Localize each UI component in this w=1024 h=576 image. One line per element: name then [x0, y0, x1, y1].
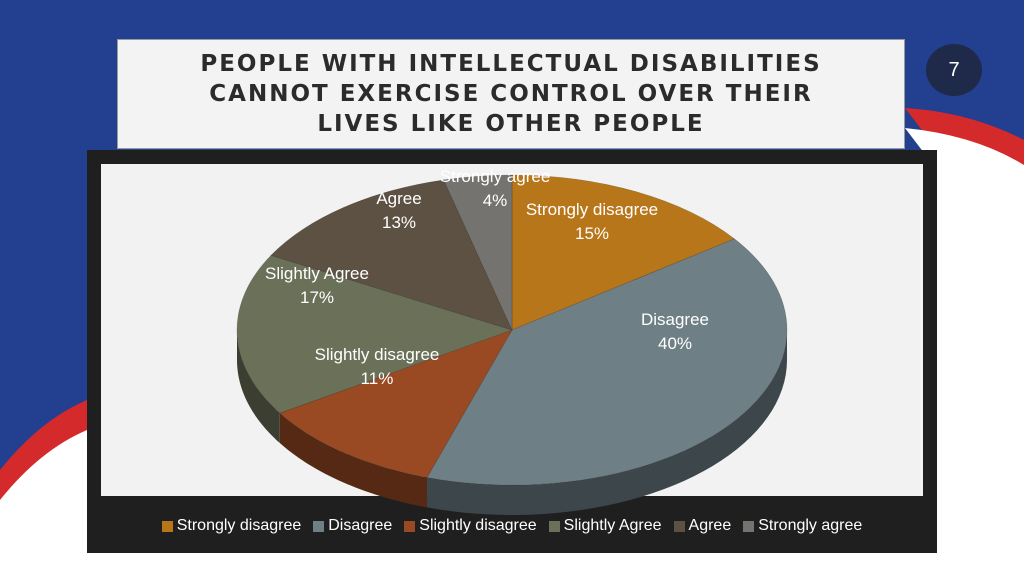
- legend-item-slightly-agree: Slightly Agree: [548, 517, 662, 535]
- data-label-agree: Agree 13%: [376, 189, 421, 232]
- legend-label: Strongly agree: [758, 517, 863, 534]
- slide-title-box: PEOPLE WITH INTELLECTUAL DISABILITIES CA…: [117, 39, 905, 149]
- legend-swatch: [743, 520, 755, 532]
- legend-item-disagree: Disagree: [313, 517, 392, 535]
- legend-swatch: [548, 520, 560, 532]
- data-label-strongly-agree: Strongly agree 4%: [440, 167, 551, 210]
- legend-swatch: [161, 520, 173, 532]
- chart-legend: Strongly disagree Disagree Slightly disagr…: [87, 514, 937, 538]
- pie-side-slightly-agree: [237, 330, 280, 444]
- pie-slice-strongly-disagree: [511, 174, 736, 331]
- legend-label: Strongly disagree: [176, 517, 302, 534]
- pie-slice-slightly-agree: [236, 254, 513, 414]
- legend-swatch: [313, 520, 325, 532]
- pie-slice-agree: [270, 179, 513, 331]
- legend-label: Slightly Agree: [563, 517, 662, 534]
- data-label-strongly-disagree: Strongly disagree 15%: [526, 200, 658, 243]
- data-label-slightly-agree: Slightly Agree 17%: [265, 264, 369, 307]
- legend-item-strongly-disagree: Strongly disagree: [161, 517, 302, 535]
- pie-side-disagree: [427, 330, 787, 515]
- data-label-slightly-disagree: Slightly disagree 11%: [315, 345, 440, 388]
- pie-side-slightly-disagree: [279, 413, 428, 508]
- legend-label: Agree: [688, 517, 732, 534]
- pie-chart-svg: Strongly disagree 15% Disagree 40% Slightly …: [236, 167, 788, 515]
- legend-swatch: [404, 520, 416, 532]
- page-number-badge: 7: [926, 44, 982, 96]
- pie-slice-disagree: [426, 238, 788, 486]
- legend-item-agree: Agree: [673, 517, 732, 535]
- slide-title: PEOPLE WITH INTELLECTUAL DISABILITIES CA…: [200, 51, 822, 137]
- legend-label: Disagree: [328, 517, 393, 534]
- data-label-disagree: Disagree 40%: [641, 310, 709, 353]
- pie-chart: Strongly disagree 15% Disagree 40% Slightly …: [87, 150, 937, 553]
- pie-slice-strongly-agree: [443, 174, 513, 331]
- legend-swatch: [673, 520, 685, 532]
- legend-label: Slightly disagree: [419, 517, 537, 534]
- pie-slice-slightly-disagree: [279, 329, 513, 478]
- legend-item-slightly-disagree: Slightly disagree: [404, 517, 537, 535]
- legend-item-strongly-agree: Strongly agree: [743, 517, 862, 535]
